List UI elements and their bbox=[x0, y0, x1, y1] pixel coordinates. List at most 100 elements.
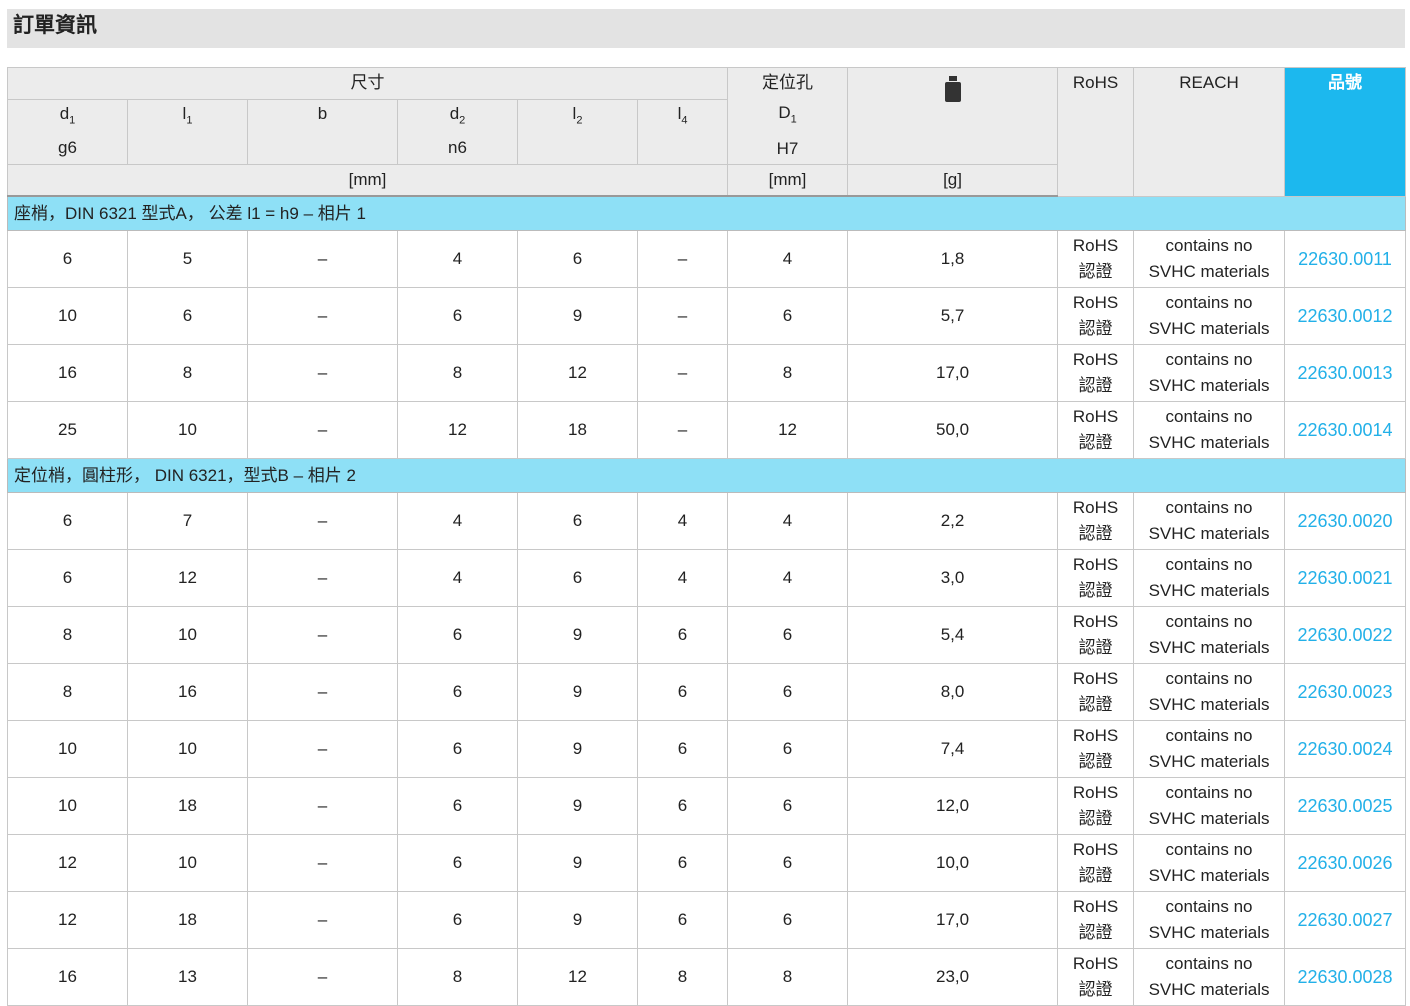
cell-d1: 6 bbox=[7, 549, 128, 608]
cell-b: – bbox=[247, 344, 398, 403]
cell-l2: 9 bbox=[517, 287, 638, 346]
cell-reach: contains no SVHC materials bbox=[1133, 287, 1286, 346]
cell-d1: 25 bbox=[7, 401, 128, 460]
cell-b: – bbox=[247, 230, 398, 289]
cell-l4: – bbox=[636, 287, 729, 346]
cell-d2: 12 bbox=[397, 401, 518, 460]
cell-D1: 8 bbox=[727, 948, 849, 1006]
cell-l4: 4 bbox=[636, 492, 729, 551]
cell-D1: 4 bbox=[727, 230, 849, 289]
weight-icon bbox=[944, 76, 961, 102]
part-number-link[interactable]: 22630.0021 bbox=[1284, 549, 1407, 608]
part-number-link[interactable]: 22630.0024 bbox=[1284, 720, 1407, 779]
part-number-link[interactable]: 22630.0020 bbox=[1284, 492, 1407, 551]
section-label: 定位梢，圓柱形， DIN 6321，型式B – 相片 2 bbox=[6, 458, 1407, 494]
cell-d2: 4 bbox=[397, 230, 518, 289]
cell-d1: 10 bbox=[7, 720, 128, 779]
cell-D1: 4 bbox=[727, 549, 849, 608]
part-number-link[interactable]: 22630.0014 bbox=[1284, 401, 1407, 460]
part-number-link[interactable]: 22630.0022 bbox=[1284, 606, 1407, 665]
cell-d1: 12 bbox=[7, 891, 128, 950]
cell-l4: 6 bbox=[636, 834, 729, 893]
cell-b: – bbox=[247, 720, 398, 779]
cell-l1: 16 bbox=[127, 663, 248, 722]
cell-D1: 6 bbox=[727, 663, 849, 722]
cell-reach: contains no SVHC materials bbox=[1133, 834, 1286, 893]
cell-weight: 17,0 bbox=[847, 344, 1059, 403]
cell-l4: – bbox=[636, 344, 729, 403]
cell-rohs: RoHS 認證 bbox=[1057, 891, 1135, 950]
cell-rohs: RoHS 認證 bbox=[1057, 777, 1135, 836]
order-table: 尺寸 定位孔 D1 H7 RoHS REACH 品號 d1 g6 l1 b d2 n6 … bbox=[6, 66, 1407, 1006]
part-number-link[interactable]: 22630.0011 bbox=[1284, 230, 1407, 289]
cell-d1: 6 bbox=[7, 492, 128, 551]
part-number-link[interactable]: 22630.0013 bbox=[1284, 344, 1407, 403]
cell-rohs: RoHS 認證 bbox=[1057, 344, 1135, 403]
header-l4: l4 bbox=[636, 98, 729, 166]
cell-b: – bbox=[247, 549, 398, 608]
section-header: 定位梢，圓柱形， DIN 6321，型式B – 相片 2 bbox=[6, 458, 1407, 494]
cell-b: – bbox=[247, 891, 398, 950]
cell-d1: 6 bbox=[7, 230, 128, 289]
cell-weight: 12,0 bbox=[847, 777, 1059, 836]
cell-l1: 10 bbox=[127, 606, 248, 665]
cell-l2: 6 bbox=[517, 549, 638, 608]
cell-l4: – bbox=[636, 401, 729, 460]
cell-l4: 6 bbox=[636, 777, 729, 836]
part-number-link[interactable]: 22630.0027 bbox=[1284, 891, 1407, 950]
cell-d1: 16 bbox=[7, 948, 128, 1006]
cell-d1: 12 bbox=[7, 834, 128, 893]
cell-D1: 6 bbox=[727, 891, 849, 950]
table-row: 16 8–8 12–8 17,0 RoHS 認證 contains no SVHC mater… bbox=[7, 344, 1407, 403]
cell-l1: 5 bbox=[127, 230, 248, 289]
header-d2: d2 n6 bbox=[397, 98, 518, 166]
cell-weight: 2,2 bbox=[847, 492, 1059, 551]
cell-l4: 6 bbox=[636, 606, 729, 665]
cell-weight: 50,0 bbox=[847, 401, 1059, 460]
cell-l1: 18 bbox=[127, 777, 248, 836]
cell-weight: 5,4 bbox=[847, 606, 1059, 665]
part-number-link[interactable]: 22630.0026 bbox=[1284, 834, 1407, 893]
cell-l2: 6 bbox=[517, 230, 638, 289]
cell-rohs: RoHS 認證 bbox=[1057, 720, 1135, 779]
part-number-link[interactable]: 22630.0012 bbox=[1284, 287, 1407, 346]
part-number-link[interactable]: 22630.0023 bbox=[1284, 663, 1407, 722]
cell-d2: 6 bbox=[397, 834, 518, 893]
cell-d1: 10 bbox=[7, 287, 128, 346]
section-header: 座梢，DIN 6321 型式A， 公差 l1 = h9 – 相片 1 bbox=[6, 195, 1407, 232]
cell-l1: 18 bbox=[127, 891, 248, 950]
cell-l2: 9 bbox=[517, 606, 638, 665]
cell-reach: contains no SVHC materials bbox=[1133, 663, 1286, 722]
part-number-link[interactable]: 22630.0028 bbox=[1284, 948, 1407, 1006]
cell-l4: 6 bbox=[636, 663, 729, 722]
header-b: b bbox=[247, 98, 398, 166]
header-hole-unit: [mm] bbox=[727, 164, 849, 198]
header-weight-unit: [g] bbox=[847, 164, 1059, 198]
part-number-link[interactable]: 22630.0025 bbox=[1284, 777, 1407, 836]
cell-l2: 9 bbox=[517, 891, 638, 950]
table-row: 16 13–8 12 8 8 23,0 RoHS 認證 contains no SVHC mate… bbox=[7, 948, 1407, 1006]
cell-D1: 4 bbox=[727, 492, 849, 551]
cell-weight: 5,7 bbox=[847, 287, 1059, 346]
cell-l1: 8 bbox=[127, 344, 248, 403]
table-row: 10 6–6 9–6 5,7 RoHS 認證 contains no SVHC materia… bbox=[7, 287, 1407, 346]
cell-d2: 8 bbox=[397, 948, 518, 1006]
cell-reach: contains no SVHC materials bbox=[1133, 777, 1286, 836]
cell-l4: 6 bbox=[636, 720, 729, 779]
cell-l1: 10 bbox=[127, 834, 248, 893]
cell-d2: 4 bbox=[397, 492, 518, 551]
table-row: 10 10–6 9 6 6 7,4 RoHS 認證 contains no SVHC materi… bbox=[7, 720, 1407, 779]
cell-l1: 6 bbox=[127, 287, 248, 346]
cell-rohs: RoHS 認證 bbox=[1057, 606, 1135, 665]
header-l1: l1 bbox=[127, 98, 248, 166]
header-weight bbox=[847, 66, 1059, 166]
cell-l2: 12 bbox=[517, 948, 638, 1006]
cell-l4: 8 bbox=[636, 948, 729, 1006]
cell-b: – bbox=[247, 834, 398, 893]
cell-b: – bbox=[247, 777, 398, 836]
cell-d1: 16 bbox=[7, 344, 128, 403]
table-row: 12 10–6 9 6 6 10,0 RoHS 認證 contains no SVHC mater… bbox=[7, 834, 1407, 893]
cell-l1: 10 bbox=[127, 401, 248, 460]
cell-reach: contains no SVHC materials bbox=[1133, 549, 1286, 608]
cell-d2: 6 bbox=[397, 287, 518, 346]
